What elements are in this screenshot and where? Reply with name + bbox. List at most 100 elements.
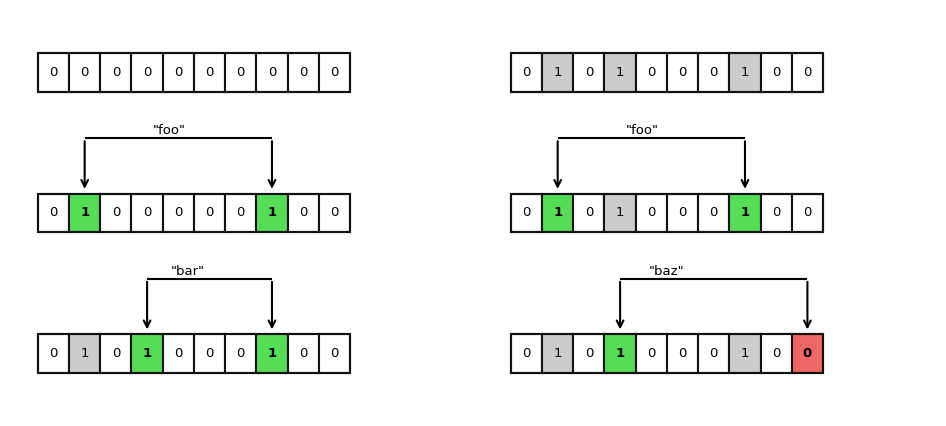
Bar: [194, 53, 225, 92]
Text: "baz": "baz": [649, 265, 685, 278]
Text: 0: 0: [678, 347, 687, 360]
Bar: [319, 334, 350, 373]
Text: 0: 0: [236, 207, 245, 219]
Bar: [573, 334, 604, 373]
Bar: [761, 53, 792, 92]
Bar: [542, 334, 573, 373]
Bar: [163, 53, 194, 92]
Text: 0: 0: [112, 66, 120, 79]
Text: 1: 1: [616, 207, 624, 219]
Bar: [511, 194, 823, 232]
Text: 1: 1: [80, 347, 89, 360]
Bar: [38, 53, 69, 92]
Text: 0: 0: [522, 66, 531, 79]
Text: 0: 0: [143, 207, 151, 219]
Text: 0: 0: [236, 347, 245, 360]
Bar: [256, 334, 288, 373]
Bar: [511, 53, 542, 92]
Text: 0: 0: [803, 347, 812, 360]
Bar: [163, 194, 194, 232]
Bar: [729, 53, 761, 92]
Text: "foo": "foo": [625, 124, 658, 137]
Text: 0: 0: [772, 347, 780, 360]
Text: 1: 1: [741, 207, 749, 219]
Bar: [761, 334, 792, 373]
Bar: [319, 53, 350, 92]
Text: 0: 0: [710, 66, 718, 79]
Text: 0: 0: [585, 66, 593, 79]
Text: 0: 0: [299, 347, 307, 360]
Bar: [729, 334, 761, 373]
Bar: [511, 194, 542, 232]
Bar: [131, 194, 163, 232]
Text: 0: 0: [330, 347, 339, 360]
Text: 1: 1: [616, 66, 624, 79]
Bar: [256, 53, 288, 92]
Text: 0: 0: [522, 207, 531, 219]
Text: 0: 0: [710, 347, 718, 360]
Bar: [604, 53, 636, 92]
Bar: [69, 53, 100, 92]
Text: "bar": "bar": [170, 265, 204, 278]
Bar: [288, 53, 319, 92]
Bar: [511, 334, 542, 373]
Text: 0: 0: [299, 66, 307, 79]
Text: 0: 0: [330, 66, 339, 79]
Bar: [69, 194, 100, 232]
Bar: [573, 53, 604, 92]
Text: 0: 0: [678, 207, 687, 219]
Bar: [225, 334, 256, 373]
Text: "foo": "foo": [152, 124, 185, 137]
Text: 0: 0: [205, 207, 214, 219]
Bar: [604, 194, 636, 232]
Text: 0: 0: [80, 66, 89, 79]
Bar: [194, 334, 225, 373]
Text: 0: 0: [803, 66, 812, 79]
Text: 0: 0: [174, 347, 183, 360]
Bar: [38, 194, 69, 232]
Text: 0: 0: [49, 347, 58, 360]
Bar: [792, 53, 823, 92]
Bar: [69, 334, 100, 373]
Text: 1: 1: [553, 207, 562, 219]
Bar: [256, 194, 288, 232]
Text: 0: 0: [647, 66, 656, 79]
Bar: [667, 53, 698, 92]
Text: 0: 0: [49, 66, 58, 79]
Bar: [38, 334, 69, 373]
Text: 0: 0: [268, 66, 276, 79]
Bar: [698, 53, 729, 92]
Bar: [573, 194, 604, 232]
Text: 1: 1: [741, 66, 749, 79]
Text: 1: 1: [268, 207, 276, 219]
Bar: [511, 53, 823, 92]
Text: 0: 0: [585, 207, 593, 219]
Bar: [100, 334, 131, 373]
Bar: [163, 334, 194, 373]
Text: 1: 1: [553, 347, 562, 360]
Text: 0: 0: [585, 347, 593, 360]
Text: 0: 0: [112, 207, 120, 219]
Text: 1: 1: [741, 347, 749, 360]
Bar: [792, 194, 823, 232]
Text: 1: 1: [268, 347, 276, 360]
Bar: [636, 334, 667, 373]
Bar: [131, 53, 163, 92]
Bar: [542, 194, 573, 232]
Text: 1: 1: [616, 347, 624, 360]
Bar: [100, 194, 131, 232]
Text: 1: 1: [553, 66, 562, 79]
Bar: [761, 194, 792, 232]
Bar: [511, 334, 823, 373]
Bar: [604, 334, 636, 373]
Text: 0: 0: [143, 66, 151, 79]
Bar: [131, 334, 163, 373]
Text: 0: 0: [803, 207, 812, 219]
Text: 0: 0: [112, 347, 120, 360]
Bar: [667, 334, 698, 373]
Text: 0: 0: [205, 347, 214, 360]
Bar: [38, 334, 350, 373]
Bar: [288, 194, 319, 232]
Bar: [225, 194, 256, 232]
Bar: [542, 53, 573, 92]
